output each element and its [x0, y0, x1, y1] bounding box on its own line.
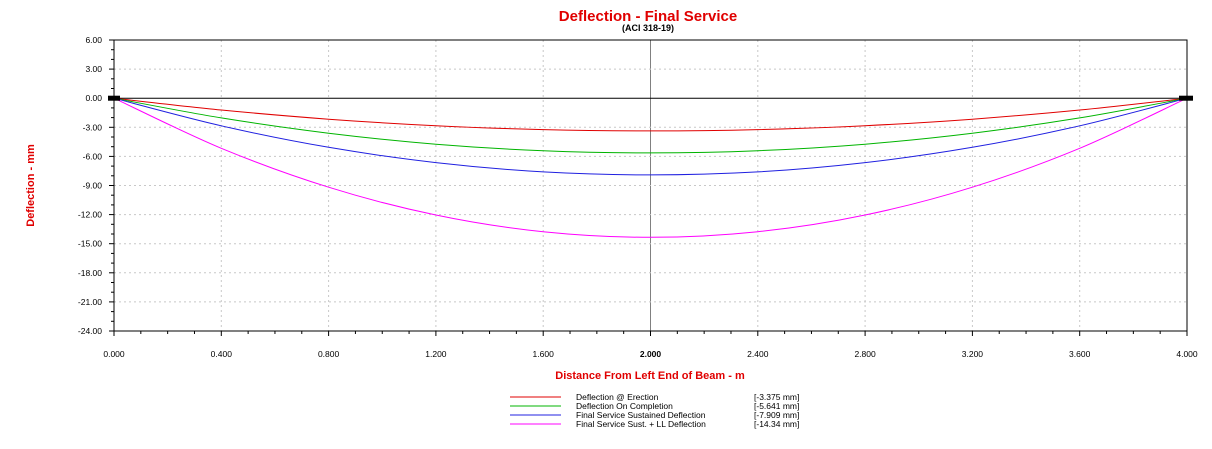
legend: Deflection @ Erection [-3.375 mm] Deflecti… [510, 392, 799, 429]
x-tick-label: 1.600 [533, 349, 555, 359]
x-tick-label: 3.600 [1069, 349, 1091, 359]
series-line-1 [113, 97, 1188, 154]
right-support-marker [1179, 95, 1193, 101]
y-tick-label: -24.00 [78, 326, 102, 336]
legend-series-name: Final Service Sustained Deflection [576, 410, 706, 420]
x-tick-label: 2.000 [640, 349, 662, 359]
x-axis-ticks: 0.000 0.400 0.800 1.200 1.600 2.000 2.400 2.800… [103, 331, 1198, 359]
y-axis-label: Deflection - mm [25, 144, 37, 227]
x-axis-label: Distance From Left End of Beam - m [555, 370, 745, 382]
x-tick-label: 3.200 [962, 349, 984, 359]
y-tick-label: -15.00 [78, 239, 102, 249]
series-line-2 [113, 97, 1188, 176]
legend-series-name: Deflection @ Erection [576, 392, 659, 402]
chart-title: Deflection - Final Service [559, 8, 737, 25]
x-tick-label: 1.200 [425, 349, 447, 359]
legend-series-name: Final Service Sust. + LL Deflection [576, 419, 706, 429]
y-axis-ticks: 6.00 3.00 0.00 -3.00 -6.00 -9.00 -12.00 -15.00 -… [78, 35, 114, 336]
y-tick-label: -3.00 [83, 122, 103, 132]
y-tick-label: 0.00 [85, 93, 102, 103]
plot-area-frame [113, 39, 1188, 332]
y-tick-label: -6.00 [83, 151, 103, 161]
y-tick-label: -9.00 [83, 181, 103, 191]
gridlines [114, 40, 1187, 331]
x-tick-label: 0.800 [318, 349, 340, 359]
y-tick-label: -12.00 [78, 210, 102, 220]
beam-supports [108, 95, 1193, 101]
x-tick-label: 2.800 [854, 349, 876, 359]
series-lines [113, 97, 1188, 238]
series-line-0 [113, 97, 1188, 132]
chart-subtitle: (ACI 318-19) [622, 23, 674, 33]
legend-series-value: [-3.375 mm] [754, 392, 799, 402]
legend-series-value: [-5.641 mm] [754, 401, 799, 411]
x-tick-label: 4.000 [1176, 349, 1198, 359]
y-tick-label: -18.00 [78, 268, 102, 278]
x-tick-label: 2.400 [747, 349, 769, 359]
x-tick-label: 0.000 [103, 349, 125, 359]
y-tick-label: -21.00 [78, 297, 102, 307]
legend-series-name: Deflection On Completion [576, 401, 673, 411]
legend-series-value: [-7.909 mm] [754, 410, 799, 420]
legend-series-value: [-14.34 mm] [754, 419, 799, 429]
x-tick-label: 0.400 [211, 349, 233, 359]
left-support-marker [108, 95, 120, 101]
y-tick-label: 6.00 [85, 35, 102, 45]
y-tick-label: 3.00 [85, 64, 102, 74]
series-line-3 [113, 97, 1188, 238]
